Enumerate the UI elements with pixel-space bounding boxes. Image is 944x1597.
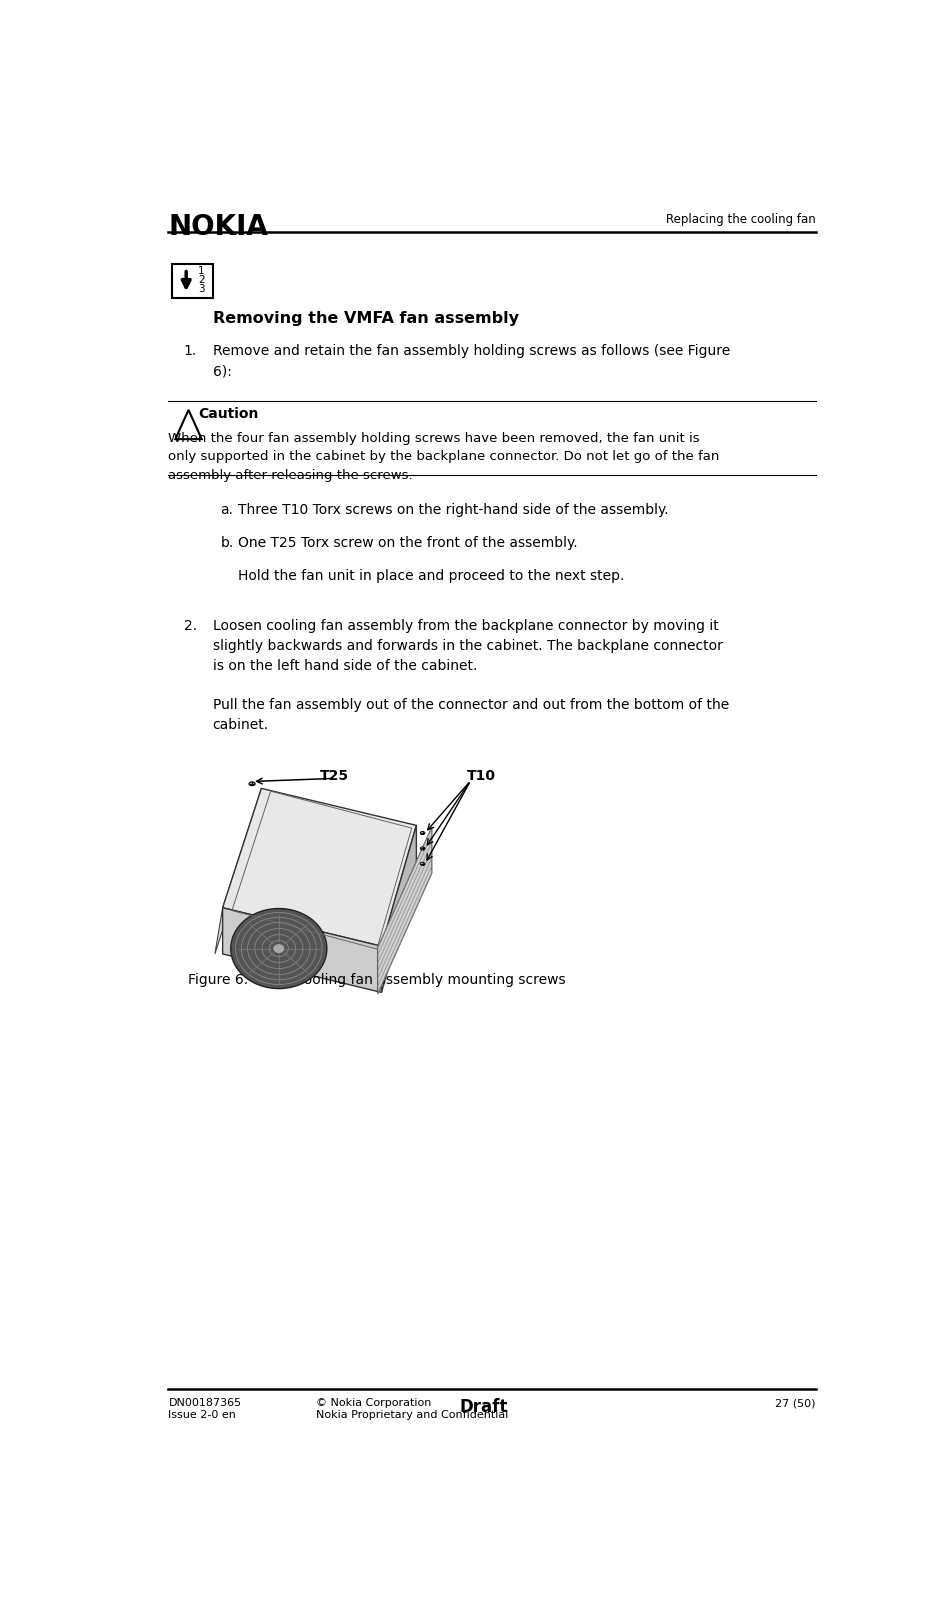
Text: T25: T25 [319,770,348,783]
Text: T10: T10 [466,770,496,783]
Polygon shape [215,789,261,953]
Ellipse shape [230,909,327,989]
Ellipse shape [273,944,285,953]
Text: Caution: Caution [198,407,259,422]
Text: 3: 3 [198,284,205,294]
Text: 1: 1 [198,267,205,276]
Text: b.: b. [220,537,233,549]
Text: Draft: Draft [460,1399,508,1417]
Text: Removing the VMFA fan assembly: Removing the VMFA fan assembly [212,311,518,326]
Text: One T25 Torx screw on the front of the assembly.: One T25 Torx screw on the front of the a… [238,537,578,549]
Text: Hold the fan unit in place and proceed to the next step.: Hold the fan unit in place and proceed t… [238,569,625,583]
Text: Loosen cooling fan assembly from the backplane connector by moving it
slightly b: Loosen cooling fan assembly from the bac… [212,620,722,672]
Ellipse shape [420,846,425,850]
Text: Figure 6.: Figure 6. [188,973,248,987]
Ellipse shape [420,862,425,866]
Polygon shape [381,826,416,992]
Text: When the four fan assembly holding screws have been removed, the fan unit is
onl: When the four fan assembly holding screw… [168,431,719,482]
Text: Issue 2-0 en: Issue 2-0 en [168,1410,236,1420]
Text: © Nokia Corporation: © Nokia Corporation [315,1399,431,1409]
Polygon shape [223,907,381,992]
Text: 27 (50): 27 (50) [775,1399,816,1409]
Text: Remove and retain the fan assembly holding screws as follows (see Figure: Remove and retain the fan assembly holdi… [212,343,730,358]
Text: Replacing the cooling fan: Replacing the cooling fan [666,214,816,227]
Polygon shape [378,827,431,993]
Polygon shape [223,789,416,947]
Bar [172,264,212,299]
Text: Three T10 Torx screws on the right-hand side of the assembly.: Three T10 Torx screws on the right-hand … [238,503,668,517]
Ellipse shape [420,832,425,835]
Text: 2.: 2. [184,620,197,632]
Text: VMFA cooling fan assembly mounting screws: VMFA cooling fan assembly mounting screw… [254,973,565,987]
Text: 6):: 6): [212,364,231,378]
Text: Nokia Proprietary and Confidential: Nokia Proprietary and Confidential [315,1410,508,1420]
Text: Pull the fan assembly out of the connector and out from the bottom of the
cabine: Pull the fan assembly out of the connect… [212,698,729,731]
Text: a.: a. [220,503,233,517]
Text: NOKIA: NOKIA [168,214,268,241]
Text: DN00187365: DN00187365 [168,1399,242,1409]
Text: 2: 2 [198,275,205,284]
Text: 1.: 1. [184,343,197,358]
Ellipse shape [249,783,255,786]
